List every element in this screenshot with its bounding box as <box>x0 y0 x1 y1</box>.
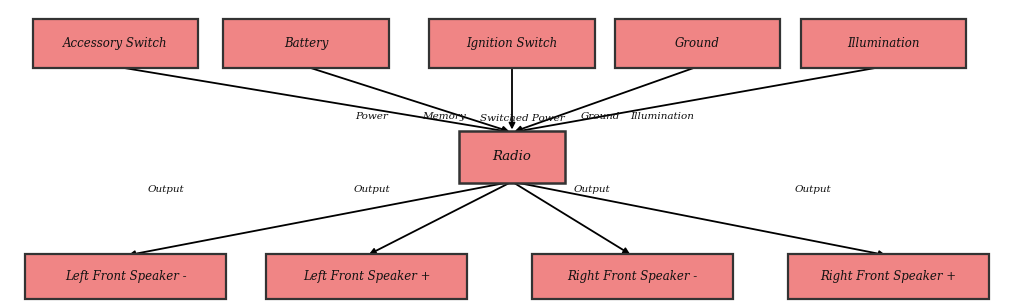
Text: Right Front Speaker -: Right Front Speaker - <box>567 270 697 283</box>
FancyBboxPatch shape <box>33 19 199 68</box>
FancyBboxPatch shape <box>614 19 780 68</box>
Text: Left Front Speaker +: Left Front Speaker + <box>303 270 430 283</box>
Text: Power: Power <box>355 112 388 121</box>
Text: Ignition Switch: Ignition Switch <box>466 37 558 50</box>
FancyBboxPatch shape <box>532 254 733 299</box>
Text: Accessory Switch: Accessory Switch <box>63 37 168 50</box>
Text: Ground: Ground <box>581 112 620 121</box>
FancyBboxPatch shape <box>801 19 966 68</box>
Text: Output: Output <box>795 185 831 194</box>
Text: Left Front Speaker -: Left Front Speaker - <box>65 270 186 283</box>
Text: Ground: Ground <box>675 37 720 50</box>
FancyBboxPatch shape <box>788 254 989 299</box>
Text: Memory: Memory <box>422 112 466 121</box>
FancyBboxPatch shape <box>266 254 467 299</box>
Text: Radio: Radio <box>493 150 531 163</box>
Text: Illumination: Illumination <box>631 112 694 121</box>
Text: Right Front Speaker +: Right Front Speaker + <box>820 270 956 283</box>
Text: Output: Output <box>147 185 184 194</box>
Text: Illumination: Illumination <box>847 37 920 50</box>
Text: Output: Output <box>353 185 390 194</box>
FancyBboxPatch shape <box>429 19 595 68</box>
Text: Switched Power: Switched Power <box>479 114 564 123</box>
FancyBboxPatch shape <box>26 254 226 299</box>
Text: Output: Output <box>574 185 610 194</box>
FancyBboxPatch shape <box>223 19 389 68</box>
FancyBboxPatch shape <box>460 131 564 183</box>
Text: Battery: Battery <box>284 37 329 50</box>
